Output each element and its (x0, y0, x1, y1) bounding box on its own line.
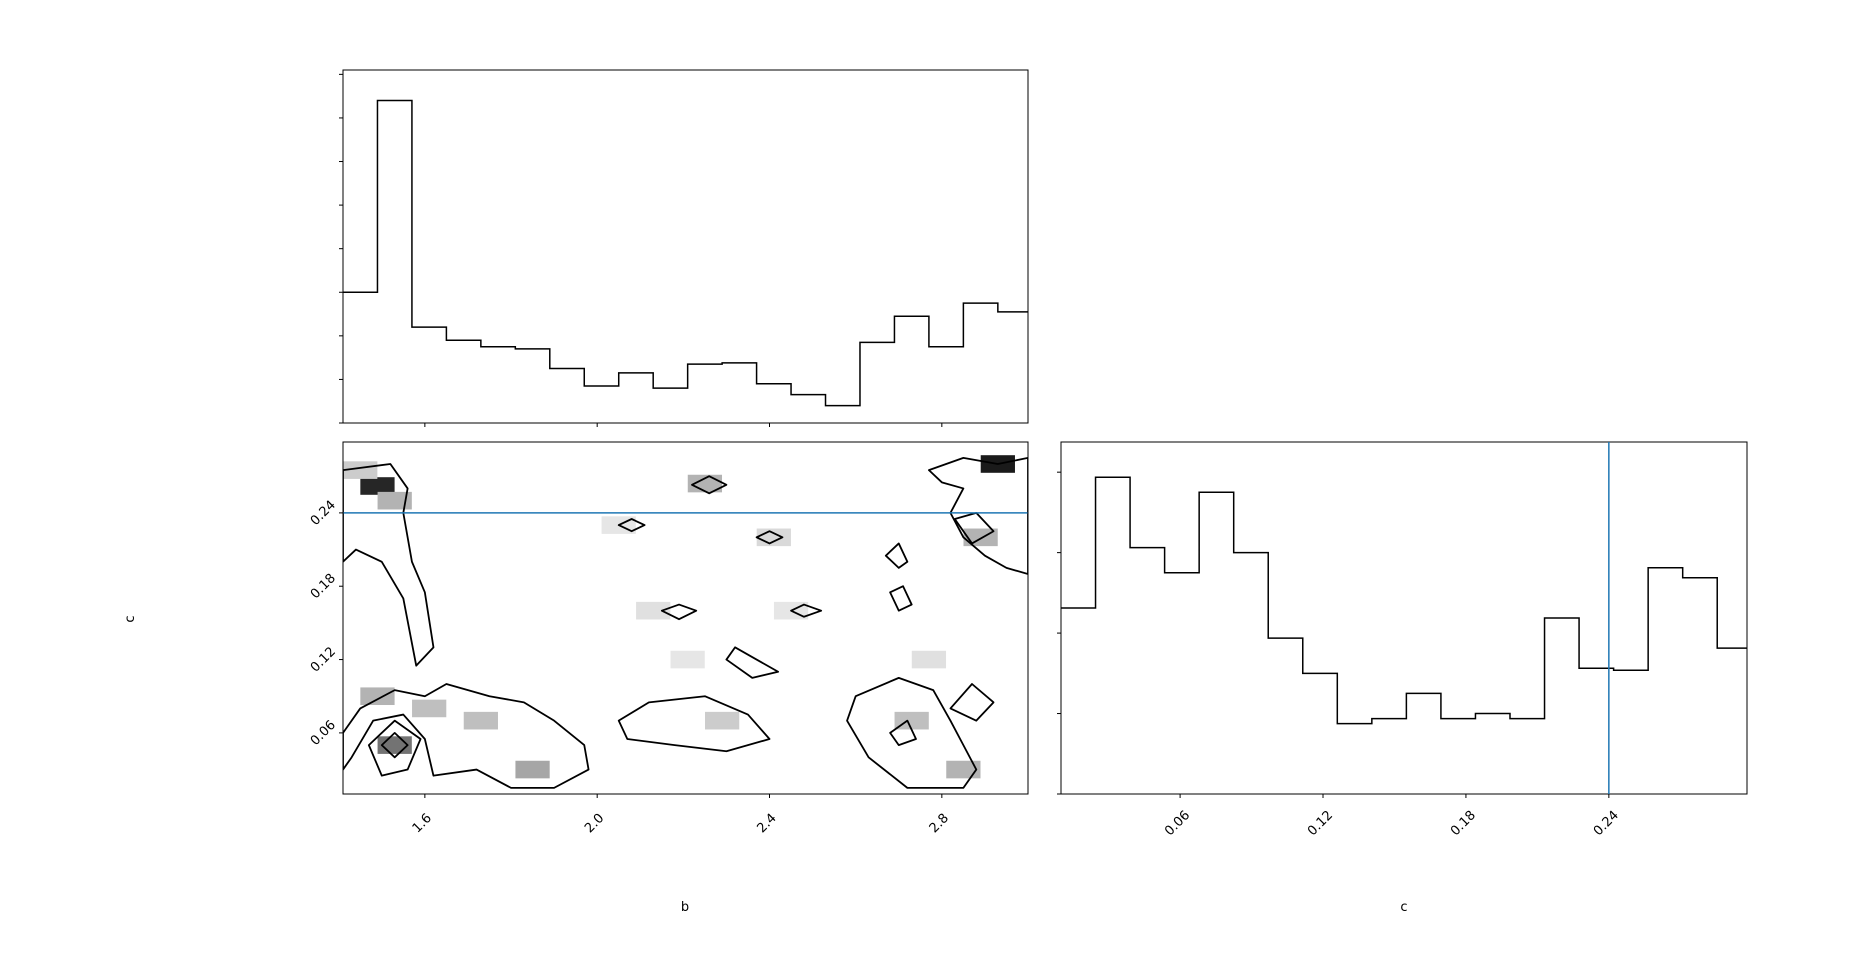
contour-line-2 (367, 719, 422, 777)
density-y-ticks: 0.06 0.12 0.18 0.24 (308, 498, 343, 749)
density-cell (704, 711, 740, 730)
y-axis-label-c: c (123, 615, 138, 622)
contour-line-11 (691, 475, 728, 495)
density-x-ticks: 1.6 2.0 2.4 2.8 (410, 794, 952, 836)
c-histogram-y-ticks (1057, 471, 1061, 795)
c-marginal-histogram-panel: 0.06 0.12 0.18 0.24 c (1057, 441, 1748, 915)
density-cell (670, 650, 705, 669)
contour-line-1 (343, 683, 590, 789)
contour-line-6 (846, 676, 978, 789)
density-contours (343, 456, 1028, 789)
contour-line-3 (380, 731, 409, 759)
x-axis-label-b: b (681, 900, 689, 915)
b-histogram-y-ticks (339, 73, 343, 424)
c-hist-xtick-label-3: 0.24 (1591, 808, 1622, 839)
x-axis-label-c: c (1400, 900, 1407, 915)
density-ytick-label-3: 0.24 (308, 498, 339, 529)
contour-line-14 (884, 542, 909, 569)
density-cell (636, 601, 671, 620)
density-cell (377, 491, 412, 510)
density-xtick-label-1: 2.0 (582, 811, 607, 836)
density-cells (343, 455, 1015, 779)
contour-line-7 (949, 683, 995, 722)
density-cell (360, 687, 395, 706)
contour-line-17 (953, 511, 995, 545)
density-frame (342, 441, 1029, 795)
contour-line-5 (725, 646, 780, 679)
contour-line-12 (617, 518, 646, 533)
c-hist-xtick-label-0: 0.06 (1162, 808, 1193, 839)
contour-line-10 (790, 603, 823, 618)
c-hist-xtick-label-2: 0.18 (1448, 808, 1479, 839)
density-cell (412, 699, 447, 718)
contour-line-15 (889, 585, 913, 612)
density-xtick-label-3: 2.8 (927, 811, 952, 836)
b-c-density-panel: 1.6 2.0 2.4 2.8 0.06 0.12 0.18 0.24 b c (123, 441, 1029, 915)
contour-line-16 (928, 456, 1028, 575)
density-cell (894, 711, 929, 730)
contour-line-0 (343, 463, 435, 667)
c-histogram-x-ticks: 0.06 0.12 0.18 0.24 (1162, 794, 1622, 839)
c-histogram-frame (1060, 441, 1748, 795)
contour-line-9 (660, 603, 698, 621)
c-hist-xtick-label-1: 0.12 (1305, 808, 1336, 839)
density-ytick-label-0: 0.06 (308, 718, 339, 749)
density-cell (343, 461, 378, 479)
density-cell (756, 528, 791, 547)
density-cell (463, 711, 498, 730)
b-histogram-step-line (343, 99, 1028, 407)
density-xtick-label-0: 1.6 (410, 811, 435, 836)
b-marginal-histogram-panel (339, 69, 1029, 427)
density-ytick-label-1: 0.12 (308, 644, 339, 675)
density-cell (911, 650, 947, 669)
b-histogram-frame (342, 69, 1029, 424)
b-histogram-x-ticks (424, 423, 943, 427)
density-xtick-label-2: 2.4 (754, 811, 779, 836)
contour-line-13 (755, 530, 784, 545)
density-cell (946, 760, 981, 779)
contour-line-8 (889, 719, 917, 747)
density-cell (360, 477, 395, 495)
c-histogram-step-line (1061, 476, 1747, 725)
density-cell (515, 760, 550, 779)
contour-line-4 (617, 695, 771, 753)
density-ytick-label-2: 0.18 (308, 571, 339, 602)
